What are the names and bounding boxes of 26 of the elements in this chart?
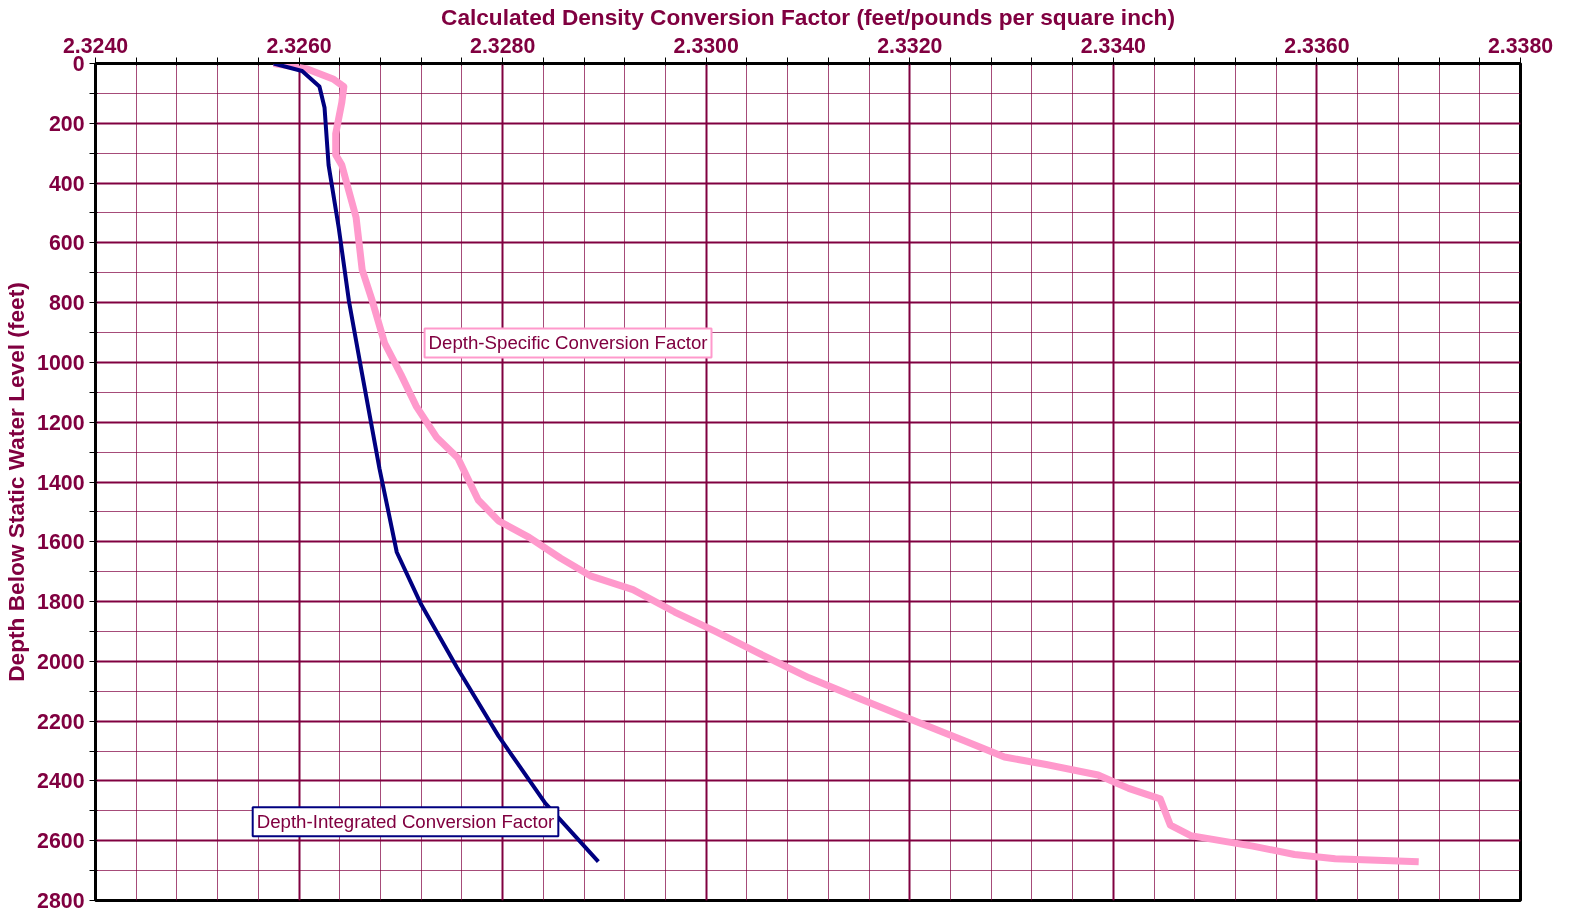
- x-axis-title: Calculated Density Conversion Factor (feet/pounds per square inch): [441, 3, 1175, 30]
- y-tick-label: 2400: [37, 769, 85, 794]
- y-tick-label: 1400: [37, 470, 85, 495]
- y-tick-label: 2800: [37, 889, 85, 913]
- y-tick-label: 2600: [37, 829, 85, 854]
- series-label: Depth-Specific Conversion Factor: [428, 332, 708, 354]
- y-tick-label: 600: [48, 231, 85, 256]
- x-tick-label: 2.3320: [877, 33, 943, 58]
- x-tick-label: 2.3340: [1080, 33, 1146, 58]
- y-tick-label: 400: [48, 171, 85, 196]
- x-tick-label: 2.3380: [1487, 33, 1554, 58]
- y-tick-label: 2200: [37, 709, 85, 734]
- x-tick-label: 2.3360: [1284, 33, 1350, 58]
- x-tick-label: 2.3280: [470, 33, 536, 58]
- y-tick-label: 1800: [37, 590, 85, 615]
- y-axis-title: Depth Below Static Water Level (feet): [3, 282, 30, 682]
- y-tick-label: 200: [48, 111, 85, 136]
- y-tick-label: 1000: [37, 350, 85, 375]
- series-label: Depth-Integrated Conversion Factor: [256, 811, 555, 833]
- x-tick-label: 2.3300: [673, 33, 739, 58]
- y-tick-label: 2000: [37, 649, 85, 674]
- y-tick-label: 1200: [37, 410, 85, 435]
- y-tick-label: 0: [72, 52, 85, 76]
- x-tick-label: 2.3260: [266, 33, 332, 58]
- y-tick-label: 800: [48, 291, 85, 316]
- y-tick-label: 1600: [37, 530, 85, 555]
